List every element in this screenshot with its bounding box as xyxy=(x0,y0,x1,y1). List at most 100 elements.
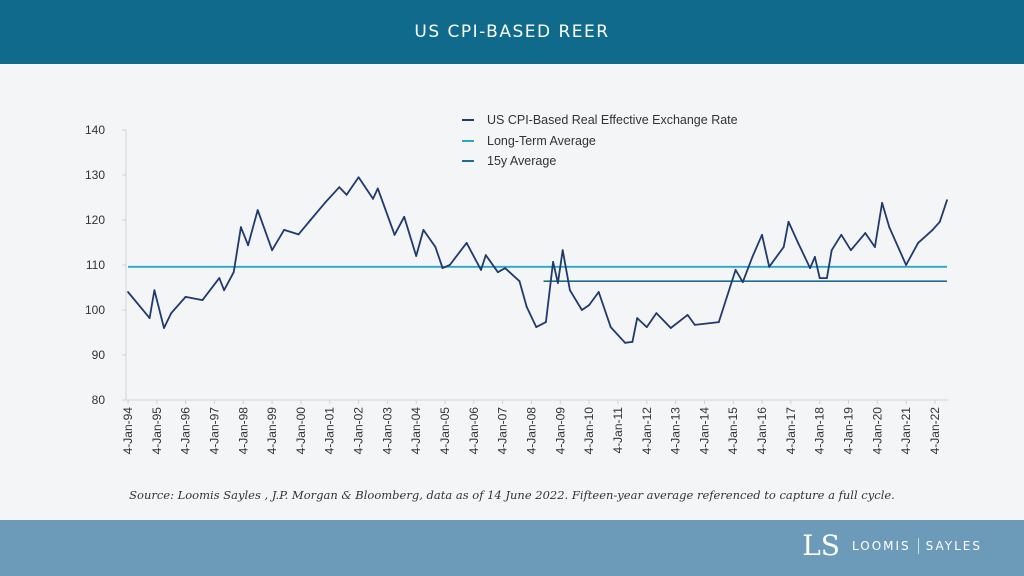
x-tick-label: 4-Jan-97 xyxy=(207,407,221,455)
data-point xyxy=(247,244,249,247)
data-point xyxy=(393,233,396,236)
data-point xyxy=(905,264,908,266)
series-line-reer xyxy=(127,176,948,344)
footer-bar: LS LOOMIS SAYLES xyxy=(0,520,1024,576)
data-point xyxy=(588,304,591,306)
data-point xyxy=(655,312,658,315)
data-point xyxy=(480,269,482,271)
logo-text-right: SAYLES xyxy=(925,539,982,553)
data-point xyxy=(768,265,771,268)
x-tick-label: 4-Jan-96 xyxy=(179,407,193,455)
data-point xyxy=(297,233,300,236)
x-tick-label: 4-Jan-04 xyxy=(409,407,423,455)
data-point xyxy=(309,219,312,221)
x-tick-label: 4-Jan-17 xyxy=(784,407,798,455)
data-point xyxy=(693,323,696,326)
data-point xyxy=(357,176,360,179)
x-tick-label: 4-Jan-21 xyxy=(899,407,913,455)
x-tick-label: 4-Jan-20 xyxy=(870,407,884,455)
data-point xyxy=(170,312,173,315)
data-point xyxy=(938,220,941,223)
data-point xyxy=(324,202,326,204)
x-tick-label: 4-Jan-14 xyxy=(697,407,711,455)
data-point xyxy=(376,187,379,190)
data-point xyxy=(232,271,235,274)
x-tick-label: 4-Jan-15 xyxy=(726,407,740,455)
data-point xyxy=(917,242,920,244)
data-point xyxy=(797,242,799,244)
header-bar: US CPI-BASED REER xyxy=(0,0,1024,64)
x-tick-label: 4-Jan-01 xyxy=(323,407,337,455)
data-point xyxy=(874,246,876,248)
x-tick-label: 4-Jan-95 xyxy=(150,407,164,455)
x-tick-label: 4-Jan-07 xyxy=(496,407,510,455)
data-point xyxy=(465,242,468,244)
data-point xyxy=(734,269,737,271)
x-tick-label: 4-Jan-12 xyxy=(640,407,654,455)
data-point xyxy=(741,281,744,283)
x-tick-label: 4-Jan-94 xyxy=(121,407,135,455)
data-point xyxy=(201,299,204,301)
logo-text-left: LOOMIS xyxy=(851,539,911,553)
data-point xyxy=(787,220,790,223)
ls-monogram-icon: LS xyxy=(802,529,840,562)
data-point xyxy=(813,256,816,258)
data-point xyxy=(818,277,821,279)
data-point xyxy=(434,246,437,248)
data-point xyxy=(609,326,612,328)
data-point xyxy=(751,256,754,258)
data-point xyxy=(825,277,828,279)
data-point xyxy=(422,229,425,231)
data-point xyxy=(552,260,554,263)
y-tick-label: 110 xyxy=(86,258,105,272)
data-point xyxy=(345,193,348,196)
y-tick-label: 130 xyxy=(85,168,105,182)
x-tick-label: 4-Jan-19 xyxy=(842,407,856,455)
x-tick-label: 4-Jan-10 xyxy=(582,407,596,455)
data-point xyxy=(535,326,538,328)
y-tick-label: 80 xyxy=(92,393,106,407)
data-point xyxy=(415,255,418,257)
data-point xyxy=(888,226,891,229)
data-point xyxy=(686,314,689,316)
legend: US CPI-Based Real Effective Exchange Rat… xyxy=(462,113,738,168)
data-point xyxy=(504,267,506,270)
data-point xyxy=(669,327,672,329)
x-tick-label: 4-Jan-16 xyxy=(755,407,769,455)
x-tick-label: 4-Jan-18 xyxy=(813,407,827,455)
data-point xyxy=(556,282,559,284)
data-point xyxy=(448,264,451,266)
data-point xyxy=(569,289,571,292)
x-tick-label: 4-Jan-08 xyxy=(524,407,538,455)
data-point xyxy=(645,326,648,328)
x-tick-label: 4-Jan-02 xyxy=(352,407,366,455)
data-point xyxy=(850,249,852,252)
data-point xyxy=(283,229,286,231)
y-tick-label: 90 xyxy=(92,348,106,362)
data-point xyxy=(840,233,843,236)
x-tick-label: 4-Jan-05 xyxy=(438,407,452,455)
loomis-sayles-logo: LS LOOMIS SAYLES xyxy=(802,532,982,560)
data-point xyxy=(153,289,156,292)
data-point xyxy=(864,232,867,234)
data-point xyxy=(338,186,341,189)
data-point xyxy=(163,327,165,329)
x-tick-label: 4-Jan-11 xyxy=(611,407,625,454)
y-tick-label: 100 xyxy=(85,303,105,317)
x-tick-label: 4-Jan-98 xyxy=(236,407,250,455)
data-point xyxy=(881,202,884,204)
logo-divider xyxy=(917,538,919,554)
data-point xyxy=(525,305,528,308)
data-point xyxy=(782,246,785,248)
data-point xyxy=(761,233,763,236)
x-tick-label: 4-Jan-22 xyxy=(928,407,942,455)
data-point xyxy=(624,341,627,344)
data-point xyxy=(636,317,639,319)
data-point xyxy=(256,209,259,212)
x-tick-label: 4-Jan-99 xyxy=(265,407,279,455)
data-point xyxy=(717,321,720,324)
x-tick-label: 4-Jan-06 xyxy=(467,407,481,455)
data-point xyxy=(148,317,151,319)
x-tick-label: 4-Jan-00 xyxy=(294,407,308,455)
y-tick-label: 120 xyxy=(85,213,105,227)
